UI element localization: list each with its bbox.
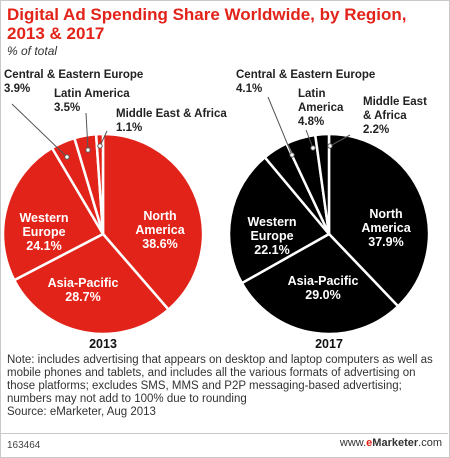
label-2017-western-europe: Western Europe 22.1% xyxy=(247,215,296,257)
brand-suffix: .com xyxy=(418,437,442,449)
slice-2017-north-america xyxy=(327,132,431,309)
leader-2013-middle-east-africa xyxy=(99,130,108,147)
leader-dot-2017-central-eastern-europe xyxy=(289,152,295,158)
label-2013-asia-pacific: Asia-Pacific 28.7% xyxy=(48,276,119,304)
slice-2013-north-america xyxy=(101,132,205,312)
slice-2013-western-europe xyxy=(1,146,105,282)
year-label-2017: 2017 xyxy=(315,337,343,351)
label-2017-asia-pacific: Asia-Pacific 29.0% xyxy=(288,274,359,302)
chart-title: Digital Ad Spending Share Worldwide, by … xyxy=(7,5,407,43)
brand-prefix: www. xyxy=(339,437,367,449)
brand-marketer: Marketer xyxy=(372,437,419,449)
leader-2017-central-eastern-europe xyxy=(267,96,293,156)
leader-2013-central-eastern-europe xyxy=(11,103,68,158)
chart-id: 163464 xyxy=(7,440,41,451)
label-2013-north-america: North America 38.6% xyxy=(135,209,185,251)
leader-2017-latin-america xyxy=(305,129,314,149)
brand-e: e xyxy=(366,437,373,449)
label-2013-central-eastern-europe: Central & Eastern Europe 3.9% xyxy=(4,69,143,95)
chart-notes: Note: includes advertising that appears … xyxy=(7,354,439,419)
label-2013-middle-east-africa: Middle East & Africa 1.1% xyxy=(116,108,227,134)
year-label-2013: 2013 xyxy=(89,337,117,351)
source-text: Source: eMarketer, Aug 2013 xyxy=(7,406,156,418)
label-2013-western-europe: Western Europe 24.1% xyxy=(19,211,68,253)
leader-2017-middle-east-africa xyxy=(329,134,351,147)
leader-dot-2013-latin-america xyxy=(85,147,91,153)
slice-2017-western-europe xyxy=(227,155,331,285)
label-2017-north-america: North America 37.9% xyxy=(361,207,411,249)
emarketer-logo: www.eMarketer.com xyxy=(340,437,442,449)
label-2017-middle-east-africa: Middle East & Africa 2.2% xyxy=(363,96,427,136)
slice-2017-middle-east-and-africa xyxy=(313,132,331,235)
slice-2013-asia-pacific xyxy=(12,232,171,336)
leader-dot-2013-central-eastern-europe xyxy=(64,154,70,160)
leader-dot-2017-middle-east-africa xyxy=(327,143,333,149)
leader-dot-2013-middle-east-africa xyxy=(97,143,103,149)
chart-subtitle: % of total xyxy=(7,44,58,58)
label-2017-central-eastern-europe: Central & Eastern Europe 4.1% xyxy=(236,69,375,95)
leader-dot-2017-latin-america xyxy=(310,145,316,151)
note-text: Note: includes advertising that appears … xyxy=(7,354,433,405)
label-2013-latin-america: Latin America 3.5% xyxy=(54,88,130,114)
slice-2013-middle-east-and-africa xyxy=(94,132,105,235)
slice-2017-asia-pacific xyxy=(240,232,400,336)
leader-2013-latin-america xyxy=(85,112,89,151)
footer-divider xyxy=(0,433,448,434)
label-2017-latin-america: Latin America 4.8% xyxy=(298,88,344,128)
